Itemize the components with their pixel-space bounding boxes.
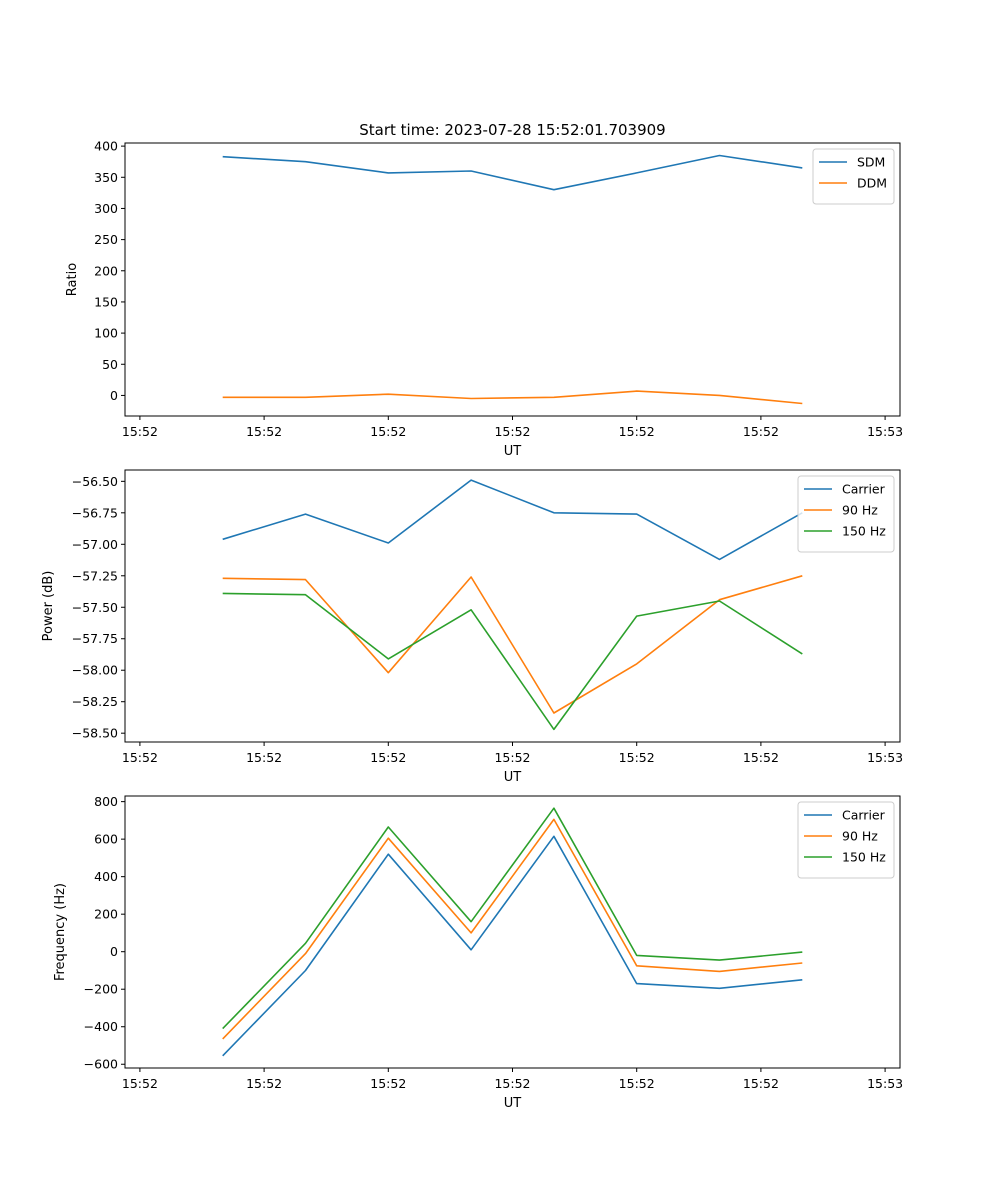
series-line-carrier — [222, 479, 803, 561]
legend: SDM DDM — [812, 148, 895, 205]
x-axis-label: UT — [504, 444, 522, 459]
y-tick-label: 200 — [94, 907, 118, 922]
x-tick-label: 15:52 — [619, 1076, 655, 1091]
y-tick-label: −57.50 — [72, 600, 118, 615]
x-tick-label: 15:52 — [619, 424, 655, 439]
subplot-2: −58.50 −58.25 −58.00 −57.75 −57.50 −57.25 −57.… — [41, 469, 903, 785]
y-tick-label: −57.75 — [72, 631, 118, 646]
x-tick-label: 15:52 — [122, 750, 158, 765]
x-tick-label: 15:52 — [246, 750, 282, 765]
y-tick-label: 800 — [94, 794, 118, 809]
x-tick-label: 15:52 — [122, 424, 158, 439]
y-tick-label: 250 — [94, 232, 118, 247]
y-tick-label: 150 — [94, 294, 118, 309]
x-tick-label: 15:52 — [619, 750, 655, 765]
x-tick-label: 15:52 — [494, 750, 530, 765]
x-tick-label: 15:53 — [867, 424, 903, 439]
x-tick-label: 15:52 — [246, 424, 282, 439]
y-tick-label: −57.00 — [72, 537, 118, 552]
series-line-carrier — [222, 835, 803, 1057]
x-tick-label: 15:52 — [494, 1076, 530, 1091]
x-tick-label: 15:52 — [122, 1076, 158, 1091]
axes-frame — [124, 142, 901, 417]
x-tick-label: 15:52 — [370, 1076, 406, 1091]
legend-label: 90 Hz — [842, 503, 878, 518]
x-axis-label: UT — [504, 1096, 522, 1111]
axes-frame — [124, 795, 901, 1069]
chart-title: Start time: 2023-07-28 15:52:01.703909 — [359, 121, 665, 139]
series-line-90-hz — [222, 575, 803, 714]
x-tick-label: 15:52 — [370, 750, 406, 765]
y-tick-label: −58.50 — [72, 726, 118, 741]
series-line-150-hz — [222, 592, 803, 731]
legend-label: 150 Hz — [842, 524, 886, 539]
y-tick-label: 0 — [110, 944, 118, 959]
y-axis-label: Ratio — [65, 263, 80, 296]
series-line-90-hz — [222, 818, 803, 1040]
y-tick-label: 400 — [94, 139, 118, 154]
y-tick-label: 300 — [94, 201, 118, 216]
y-tick-label: 50 — [102, 357, 118, 372]
x-tick-label: 15:52 — [743, 750, 779, 765]
x-tick-label: 15:53 — [867, 750, 903, 765]
y-tick-label: −56.50 — [72, 474, 118, 489]
legend-label: 150 Hz — [842, 850, 886, 865]
y-tick-label: −58.00 — [72, 663, 118, 678]
x-tick-label: 15:52 — [246, 1076, 282, 1091]
x-tick-label: 15:52 — [494, 424, 530, 439]
series-line-sdm — [222, 154, 803, 191]
x-tick-label: 15:53 — [867, 1076, 903, 1091]
y-tick-label: −200 — [84, 982, 118, 997]
x-tick-label: 15:52 — [370, 424, 406, 439]
y-tick-label: −56.75 — [72, 505, 118, 520]
y-tick-label: 400 — [94, 869, 118, 884]
legend-box — [797, 801, 895, 879]
y-tick-label: 200 — [94, 263, 118, 278]
legend: Carrier 90 Hz 150 Hz — [797, 801, 895, 879]
series-line-ddm — [222, 390, 803, 405]
x-axis-label: UT — [504, 770, 522, 785]
y-tick-label: −600 — [84, 1057, 118, 1072]
x-tick-label: 15:52 — [743, 1076, 779, 1091]
y-tick-label: 350 — [94, 170, 118, 185]
axes-frame — [124, 469, 901, 743]
x-tick-label: 15:52 — [743, 424, 779, 439]
legend-label: DDM — [857, 176, 887, 191]
legend-label: SDM — [857, 155, 885, 170]
subplot-3: −600 −400 −200 0 200 400 600 800 15:52 15:52 15:52… — [53, 794, 903, 1111]
y-tick-label: −58.25 — [72, 694, 118, 709]
legend: Carrier 90 Hz 150 Hz — [797, 475, 895, 553]
legend-box — [797, 475, 895, 553]
legend-label: Carrier — [842, 808, 886, 823]
y-axis-label: Power (dB) — [41, 571, 56, 642]
y-tick-label: −400 — [84, 1019, 118, 1034]
y-axis-label: Frequency (Hz) — [53, 883, 68, 981]
y-tick-label: 0 — [110, 388, 118, 403]
legend-label: Carrier — [842, 482, 886, 497]
y-tick-label: −57.25 — [72, 568, 118, 583]
y-tick-label: 600 — [94, 832, 118, 847]
series-line-150-hz — [222, 807, 803, 1030]
subplot-1: Start time: 2023-07-28 15:52:01.703909 0 5… — [65, 121, 903, 459]
y-tick-label: 100 — [94, 326, 118, 341]
legend-label: 90 Hz — [842, 829, 878, 844]
